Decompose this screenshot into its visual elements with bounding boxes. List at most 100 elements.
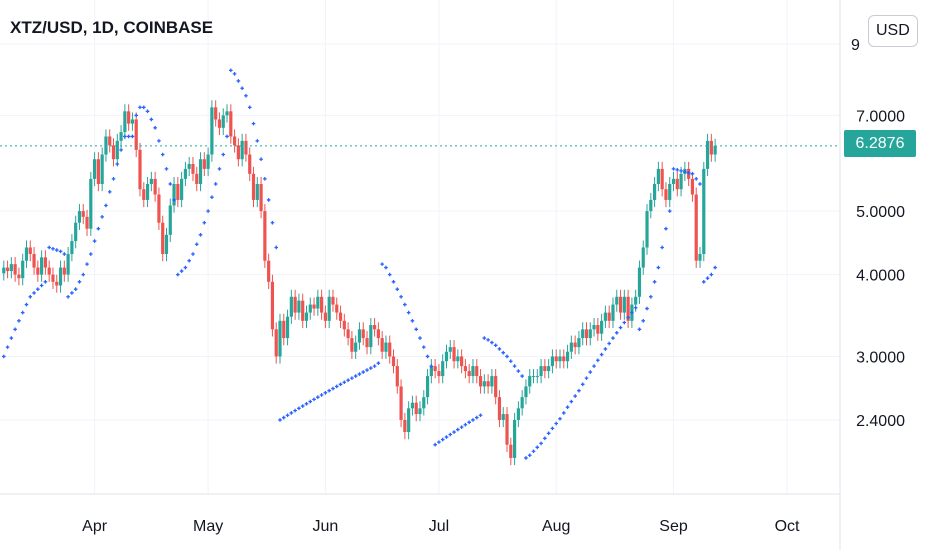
candle — [13, 257, 17, 282]
candle-body — [85, 216, 89, 229]
sar-point — [433, 442, 437, 447]
sar-point — [338, 382, 343, 387]
candle — [584, 322, 589, 346]
candle — [429, 359, 433, 384]
sar-point — [107, 190, 112, 194]
last-price-label: 6.2876 — [844, 130, 916, 157]
candle-body — [361, 329, 365, 339]
sar-point — [705, 276, 710, 280]
candle-body — [259, 183, 263, 212]
candle — [40, 250, 44, 282]
sar-point — [403, 302, 407, 307]
candle — [327, 289, 331, 329]
candle-body — [172, 183, 176, 206]
candle-body — [2, 267, 6, 274]
candle — [365, 331, 369, 355]
candle-body — [425, 376, 430, 398]
candle-body — [584, 329, 589, 339]
candle — [24, 240, 29, 268]
sar-point — [660, 245, 664, 250]
candle — [361, 322, 365, 346]
candle — [320, 289, 324, 320]
candle — [183, 161, 188, 187]
candle-body — [36, 267, 40, 275]
sar-point — [539, 441, 543, 446]
sar-point — [62, 252, 67, 256]
candle — [652, 176, 657, 208]
sar-point — [452, 430, 456, 434]
sar-point — [304, 402, 309, 406]
candle — [694, 187, 698, 268]
candle — [482, 374, 486, 394]
sar-point — [236, 79, 241, 83]
candle — [452, 340, 456, 369]
candle — [441, 354, 445, 384]
sar-point — [584, 376, 589, 380]
candle-body — [444, 351, 449, 362]
candle-body — [509, 444, 513, 458]
candle-body — [70, 241, 74, 255]
sar-point — [546, 431, 551, 436]
sar-point — [569, 399, 574, 404]
candle — [596, 318, 600, 341]
candle-body — [142, 189, 146, 200]
candle — [142, 182, 146, 208]
candle — [62, 260, 66, 282]
candle-body — [149, 178, 153, 184]
candle-body — [51, 274, 55, 282]
sar-point — [437, 440, 441, 444]
candle-body — [267, 260, 271, 282]
sar-point — [554, 421, 559, 426]
candle — [168, 198, 172, 243]
candle — [626, 289, 630, 329]
candle-body — [327, 296, 331, 321]
candle — [115, 133, 119, 167]
sar-point — [543, 436, 547, 441]
sar-point — [39, 283, 44, 288]
sar-point — [85, 262, 89, 266]
candle-body — [380, 338, 384, 352]
candle-body — [248, 154, 252, 174]
candle — [588, 322, 592, 346]
candle — [316, 289, 320, 316]
sar-point — [626, 315, 630, 320]
candle-body — [134, 119, 138, 150]
candle-body — [600, 320, 604, 334]
sar-point — [187, 258, 191, 263]
sar-point — [210, 195, 214, 200]
candle — [520, 390, 524, 416]
candle — [607, 305, 611, 329]
candle — [649, 192, 653, 219]
candle — [240, 133, 244, 167]
candle — [51, 267, 55, 290]
sar-point — [497, 347, 502, 351]
price-axis[interactable]: 9 7.0000 5.0000 4.0000 3.0000 2.4000 — [851, 37, 905, 430]
candle — [248, 147, 252, 182]
candle-body — [191, 164, 195, 174]
time-axis[interactable]: Apr May Jun Jul Aug Sep Oct — [82, 518, 800, 535]
candle — [301, 293, 305, 329]
candle-body — [217, 119, 222, 128]
candle — [490, 369, 494, 394]
sar-point — [596, 358, 600, 363]
candle — [92, 152, 97, 187]
sar-point — [194, 242, 199, 247]
sar-point — [686, 171, 691, 175]
candle-body — [316, 296, 320, 309]
sar-point — [380, 262, 384, 266]
sar-point — [221, 152, 226, 157]
sar-point — [96, 226, 101, 231]
sar-point — [308, 399, 313, 404]
candle — [21, 253, 25, 286]
candle — [554, 349, 558, 369]
candle — [96, 152, 100, 192]
candle — [414, 395, 418, 422]
sar-point — [198, 233, 203, 237]
x-tick-label: May — [193, 518, 223, 535]
currency-button[interactable]: USD — [868, 15, 918, 47]
sar-point — [493, 343, 498, 348]
sar-point — [168, 182, 173, 186]
sar-point — [701, 279, 706, 284]
